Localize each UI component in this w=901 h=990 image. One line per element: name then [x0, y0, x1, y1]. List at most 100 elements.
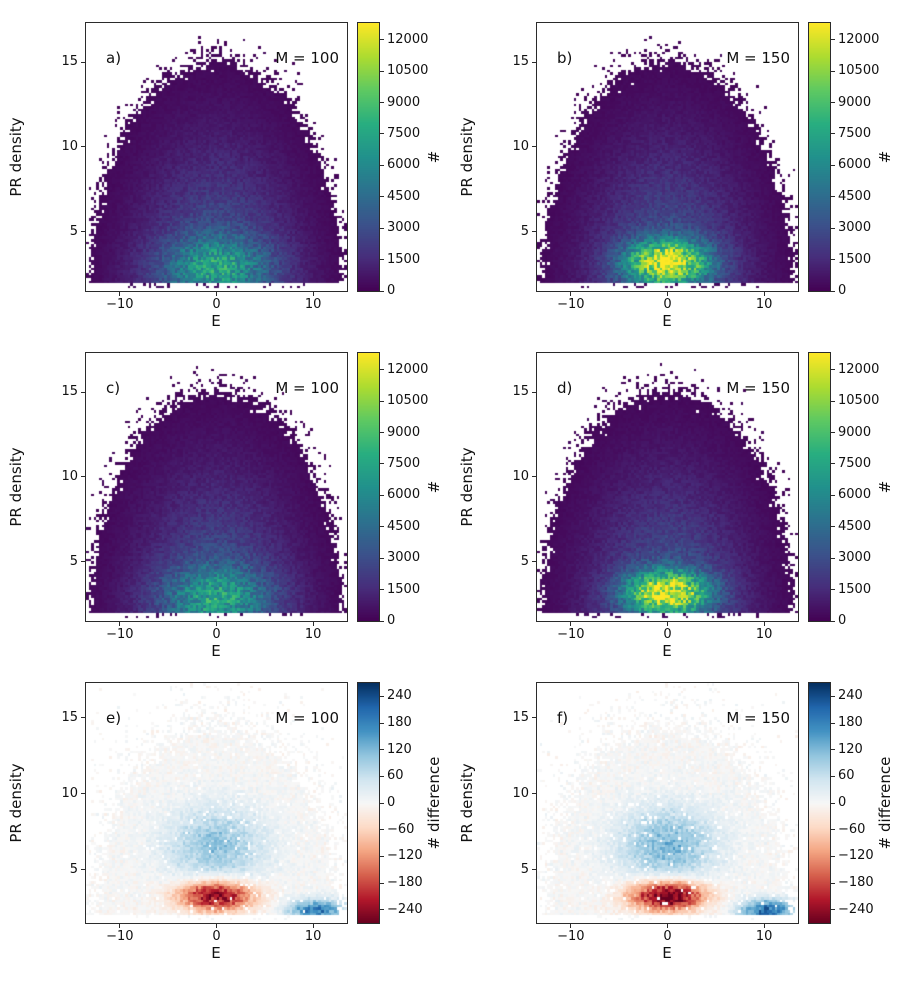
colorbar-tick-label: 9000 — [387, 424, 421, 440]
y-tick-mark — [81, 391, 85, 393]
y-tick-label: 5 — [69, 553, 78, 569]
colorbar-tick-label: 9000 — [838, 94, 872, 110]
y-tick-label: 5 — [520, 223, 529, 239]
colorbar-tick-mark — [831, 557, 835, 559]
x-tick-mark — [216, 292, 217, 296]
x-tick-label: 0 — [212, 297, 221, 312]
x-tick-label: −10 — [557, 297, 585, 312]
x-tick-label: 0 — [663, 929, 672, 944]
y-tick-label: 10 — [61, 138, 78, 154]
panel-d: PR density d) M = 150 E # −10 0 10 5 10 15 0 15… — [451, 330, 901, 660]
colorbar-tick-label: 3000 — [838, 220, 872, 236]
colorbar-tick-mark — [831, 463, 835, 465]
x-tick-label: 10 — [304, 627, 322, 642]
colorbar-tick-label: 10500 — [838, 393, 880, 409]
plot-area: b) M = 150 — [536, 22, 799, 292]
x-tick-mark — [119, 292, 121, 296]
colorbar-tick-mark — [831, 39, 835, 41]
colorbar-tick-label: 12000 — [387, 361, 429, 377]
x-tick-label: −10 — [557, 627, 585, 642]
x-axis-label: E — [662, 312, 672, 330]
plot-area: d) M = 150 — [536, 352, 799, 622]
colorbar-tick-label: 1500 — [387, 581, 421, 597]
colorbar-tick-label: 10500 — [387, 393, 429, 409]
panel-b: PR density b) M = 150 E # −10 0 10 5 10 15 0 15… — [451, 0, 901, 330]
colorbar-tick-mark — [380, 775, 384, 777]
y-tick-mark — [532, 61, 536, 63]
m-value-label: M = 100 — [275, 379, 339, 397]
y-axis-label: PR density — [458, 447, 476, 527]
x-tick-mark — [763, 292, 765, 296]
colorbar-tick-label: −240 — [387, 901, 423, 917]
y-tick-label: 15 — [512, 54, 529, 69]
panel-letter-label: d) — [557, 379, 573, 397]
colorbar-tick-mark — [380, 802, 384, 804]
colorbar-tick-mark — [831, 722, 835, 724]
colorbar-tick-mark — [380, 227, 384, 229]
y-tick-mark — [532, 793, 536, 795]
plot-area: e) M = 100 — [85, 682, 348, 924]
colorbar — [357, 22, 380, 292]
y-tick-label: 10 — [512, 785, 529, 801]
colorbar-tick-mark — [380, 589, 384, 591]
colorbar-tick-mark — [831, 620, 835, 622]
colorbar-gradient-canvas — [358, 683, 379, 923]
x-tick-mark — [667, 292, 668, 296]
colorbar-tick-label: −120 — [387, 848, 423, 864]
colorbar-tick-mark — [380, 432, 384, 434]
colorbar-tick-mark — [831, 432, 835, 434]
colorbar-tick-label: 10500 — [838, 63, 880, 79]
heatmap-canvas — [537, 353, 798, 621]
colorbar-tick-label: 4500 — [387, 518, 421, 534]
colorbar-tick-mark — [831, 70, 835, 72]
y-tick-mark — [81, 476, 85, 478]
panel-letter-label: b) — [557, 49, 573, 67]
x-tick-mark — [312, 292, 314, 296]
m-value-label: M = 100 — [275, 709, 339, 727]
colorbar-tick-label: 6000 — [387, 157, 421, 173]
colorbar-tick-label: 6000 — [387, 487, 421, 503]
colorbar-tick-label: 4500 — [387, 188, 421, 204]
x-tick-mark — [667, 924, 668, 928]
x-tick-mark — [570, 622, 572, 626]
colorbar-tick-label: −180 — [387, 875, 423, 890]
heatmap-canvas — [537, 683, 798, 923]
m-value-label: M = 150 — [726, 49, 790, 67]
colorbar-tick-mark — [831, 526, 835, 528]
colorbar-tick-label: 1500 — [838, 581, 872, 597]
colorbar-tick-label: 180 — [387, 715, 412, 730]
colorbar-tick-mark — [831, 164, 835, 166]
y-axis-label: PR density — [7, 447, 25, 527]
colorbar-tick-label: 0 — [387, 795, 396, 810]
y-tick-label: 5 — [520, 861, 529, 877]
colorbar-gradient-canvas — [358, 353, 379, 621]
colorbar-tick-mark — [380, 400, 384, 402]
colorbar-tick-mark — [831, 369, 835, 371]
heatmap-canvas — [86, 353, 347, 621]
colorbar-tick-mark — [380, 102, 384, 104]
colorbar-tick-mark — [831, 695, 835, 697]
colorbar-tick-mark — [831, 749, 835, 751]
colorbar-tick-mark — [831, 909, 835, 911]
panel-f: PR density f) M = 150 E # difference −10… — [451, 660, 901, 990]
x-tick-label: 10 — [755, 627, 773, 642]
colorbar-tick-mark — [380, 70, 384, 72]
x-tick-mark — [570, 292, 572, 296]
y-tick-label: 15 — [61, 709, 78, 725]
colorbar-tick-label: 7500 — [838, 125, 872, 141]
colorbar-tick-label: 60 — [387, 768, 404, 784]
y-tick-mark — [532, 869, 536, 871]
x-tick-label: −10 — [106, 627, 134, 642]
colorbar-tick-mark — [831, 259, 835, 261]
colorbar-gradient-canvas — [358, 23, 379, 291]
y-tick-mark — [532, 231, 536, 233]
y-tick-label: 10 — [512, 138, 529, 154]
y-axis-label: PR density — [458, 117, 476, 197]
colorbar-tick-label: 3000 — [838, 550, 872, 566]
x-tick-label: 10 — [755, 297, 773, 312]
plot-area: a) M = 100 — [85, 22, 348, 292]
x-tick-label: 0 — [212, 627, 221, 642]
x-tick-label: −10 — [557, 929, 585, 944]
colorbar-tick-label: 0 — [838, 613, 847, 628]
x-tick-label: −10 — [106, 297, 134, 312]
